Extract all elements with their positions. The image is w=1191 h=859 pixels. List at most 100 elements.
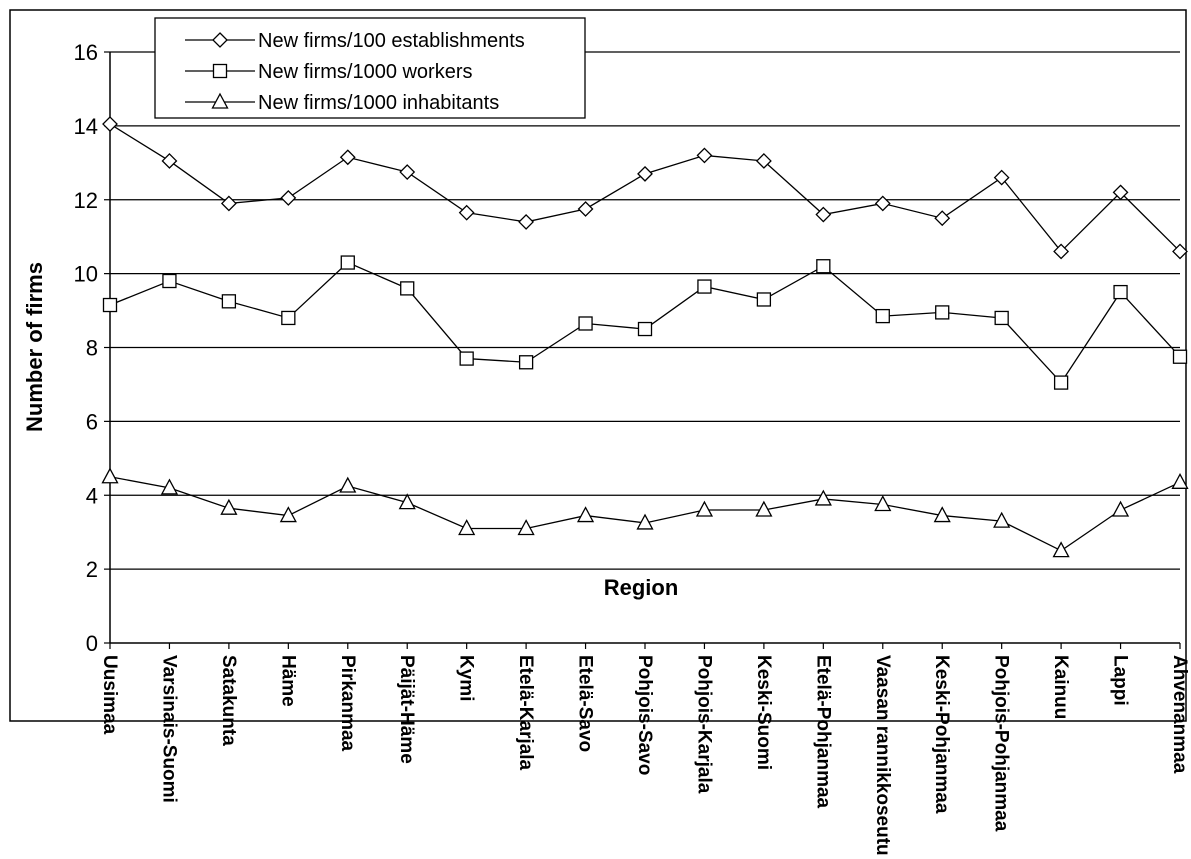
x-category-label: Etelä-Pohjanmaa bbox=[812, 655, 833, 809]
series-group bbox=[101, 116, 1189, 558]
data-point bbox=[102, 116, 118, 132]
data-point bbox=[696, 147, 713, 164]
gridlines bbox=[110, 51, 1180, 570]
y-tick-label: 12 bbox=[74, 188, 98, 213]
data-point bbox=[1111, 500, 1130, 517]
y-tick-label: 8 bbox=[86, 336, 98, 361]
x-category-label: Varsinais-Suomi bbox=[158, 655, 179, 803]
data-point bbox=[875, 308, 890, 324]
data-point bbox=[993, 169, 1010, 186]
data-point bbox=[1113, 284, 1128, 300]
data-point bbox=[755, 153, 772, 169]
data-point bbox=[1112, 184, 1129, 201]
data-point bbox=[814, 489, 832, 506]
x-category-label: Pohjois-Savo bbox=[634, 655, 655, 775]
y-tick-label: 0 bbox=[86, 631, 98, 656]
data-point bbox=[518, 213, 535, 230]
x-category-label: Häme bbox=[277, 655, 298, 707]
data-point bbox=[756, 292, 772, 307]
legend-label-1: New firms/1000 workers bbox=[258, 61, 473, 83]
x-category-label: Etelä-Savo bbox=[575, 655, 596, 752]
data-point bbox=[399, 164, 416, 180]
data-point bbox=[459, 351, 474, 366]
data-point bbox=[636, 513, 654, 530]
x-category-label: Lappi bbox=[1110, 655, 1131, 706]
series-1 bbox=[102, 255, 1188, 390]
x-axis-title: Region bbox=[604, 575, 679, 600]
data-point bbox=[816, 259, 831, 274]
data-point bbox=[993, 511, 1011, 528]
x-category-label: Pirkanmaa bbox=[337, 655, 358, 752]
data-point bbox=[1053, 243, 1070, 260]
data-point bbox=[339, 476, 357, 493]
data-point bbox=[220, 195, 237, 212]
data-point bbox=[755, 500, 773, 517]
y-tick-label: 14 bbox=[74, 114, 98, 139]
data-point bbox=[695, 500, 714, 517]
data-point bbox=[517, 519, 535, 536]
data-point bbox=[697, 279, 712, 294]
data-point bbox=[161, 153, 178, 169]
x-category-label: Keski-Pohjanmaa bbox=[931, 655, 952, 814]
data-point bbox=[637, 321, 653, 337]
data-point bbox=[281, 310, 296, 326]
series-2 bbox=[101, 467, 1189, 558]
legend-label-0: New firms/100 establishments bbox=[258, 30, 525, 52]
data-point bbox=[1172, 243, 1188, 260]
x-category-label: Ahvenanmaa bbox=[1169, 655, 1190, 774]
y-tick-label: 16 bbox=[74, 40, 98, 65]
data-point bbox=[1052, 541, 1070, 558]
x-category-label: Kainuu bbox=[1050, 655, 1071, 719]
data-point bbox=[576, 506, 595, 523]
x-category-label: Keski-Suomi bbox=[753, 655, 774, 770]
x-category-label: Pohjois-Karjala bbox=[693, 655, 714, 794]
data-point bbox=[398, 493, 416, 510]
data-point bbox=[280, 189, 297, 206]
data-point bbox=[339, 149, 356, 166]
y-tick-labels: 0 2 4 6 8 10 12 14 16 bbox=[74, 40, 98, 656]
y-axis-title: Number of firms bbox=[22, 262, 47, 432]
data-point bbox=[279, 506, 297, 523]
data-point bbox=[340, 255, 355, 270]
data-point bbox=[934, 210, 951, 227]
y-tick-label: 6 bbox=[86, 409, 98, 434]
data-point bbox=[577, 201, 594, 217]
data-point bbox=[874, 495, 892, 512]
x-category-label: Vaasan rannikkoseutu bbox=[872, 655, 893, 856]
data-point bbox=[400, 281, 415, 296]
legend-marker-2 bbox=[211, 92, 229, 109]
legend-marker-0 bbox=[212, 32, 228, 48]
data-point bbox=[518, 355, 534, 370]
chart-frame bbox=[9, 9, 1187, 722]
data-point bbox=[578, 316, 593, 331]
x-category-label: Uusimaa bbox=[99, 655, 120, 735]
data-point bbox=[101, 467, 119, 484]
data-point bbox=[815, 206, 832, 223]
data-point bbox=[994, 310, 1009, 326]
data-point bbox=[102, 297, 118, 313]
legend-marker-1 bbox=[212, 63, 228, 79]
legend: New firms/100 establishments New firms/10… bbox=[154, 17, 586, 119]
data-point bbox=[458, 519, 476, 536]
x-category-labels: Uusimaa Varsinais-Suomi Satakunta Häme Pirka… bbox=[99, 655, 1190, 856]
data-point bbox=[1053, 375, 1069, 390]
data-point bbox=[162, 273, 177, 289]
data-point bbox=[874, 195, 891, 212]
x-category-label: Kymi bbox=[456, 655, 477, 701]
data-point bbox=[637, 165, 653, 182]
data-point bbox=[220, 498, 238, 515]
x-category-label: Päijät-Häme bbox=[396, 655, 417, 764]
axes bbox=[104, 51, 1181, 649]
data-point bbox=[933, 506, 951, 523]
data-point bbox=[1172, 349, 1188, 364]
series-0 bbox=[102, 116, 1188, 260]
y-tick-label: 4 bbox=[86, 483, 98, 508]
y-tick-label: 10 bbox=[74, 262, 98, 287]
legend-label-2: New firms/1000 inhabitants bbox=[258, 92, 499, 114]
y-tick-label: 2 bbox=[86, 557, 98, 582]
data-point bbox=[1171, 472, 1189, 489]
data-point bbox=[221, 294, 237, 309]
data-point bbox=[935, 305, 950, 320]
data-point bbox=[458, 204, 475, 221]
